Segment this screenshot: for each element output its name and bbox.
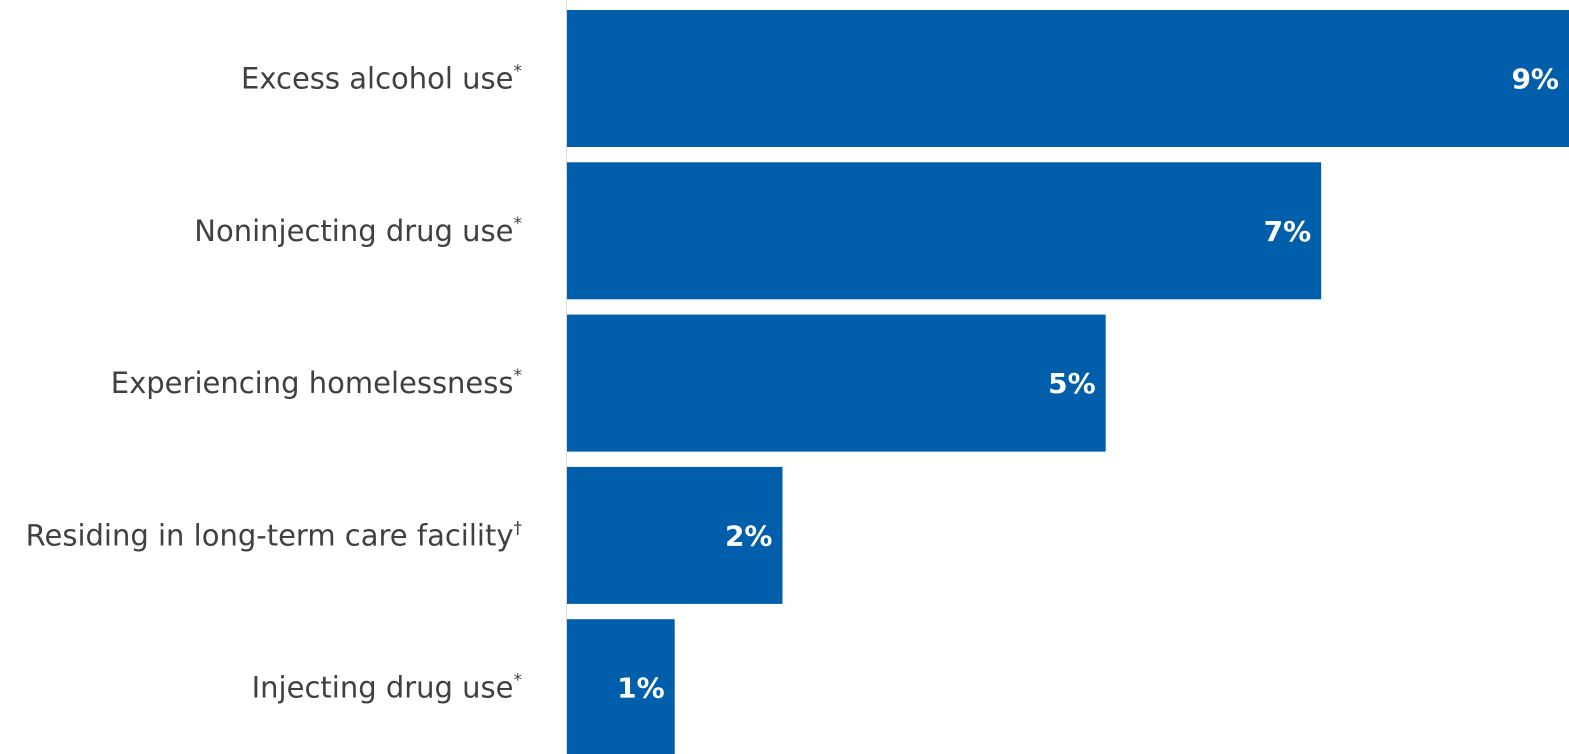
data-label: 7% (1264, 215, 1312, 248)
data-label: 1% (617, 672, 665, 705)
data-label: 9% (1511, 63, 1559, 96)
data-label: 5% (1048, 367, 1096, 400)
category-labels-layer: Excess alcohol use* Noninjecting drug use… (26, 62, 523, 705)
category-label: Noninjecting drug use* (194, 214, 522, 248)
bar (567, 10, 1569, 147)
category-label: Injecting drug use* (252, 671, 522, 705)
bar (567, 315, 1106, 452)
data-label: 2% (725, 519, 773, 552)
category-label: Residing in long-term care facility† (26, 518, 523, 552)
bar (567, 162, 1321, 299)
category-label: Excess alcohol use* (241, 62, 522, 96)
category-label: Experiencing homelessness* (111, 366, 522, 400)
